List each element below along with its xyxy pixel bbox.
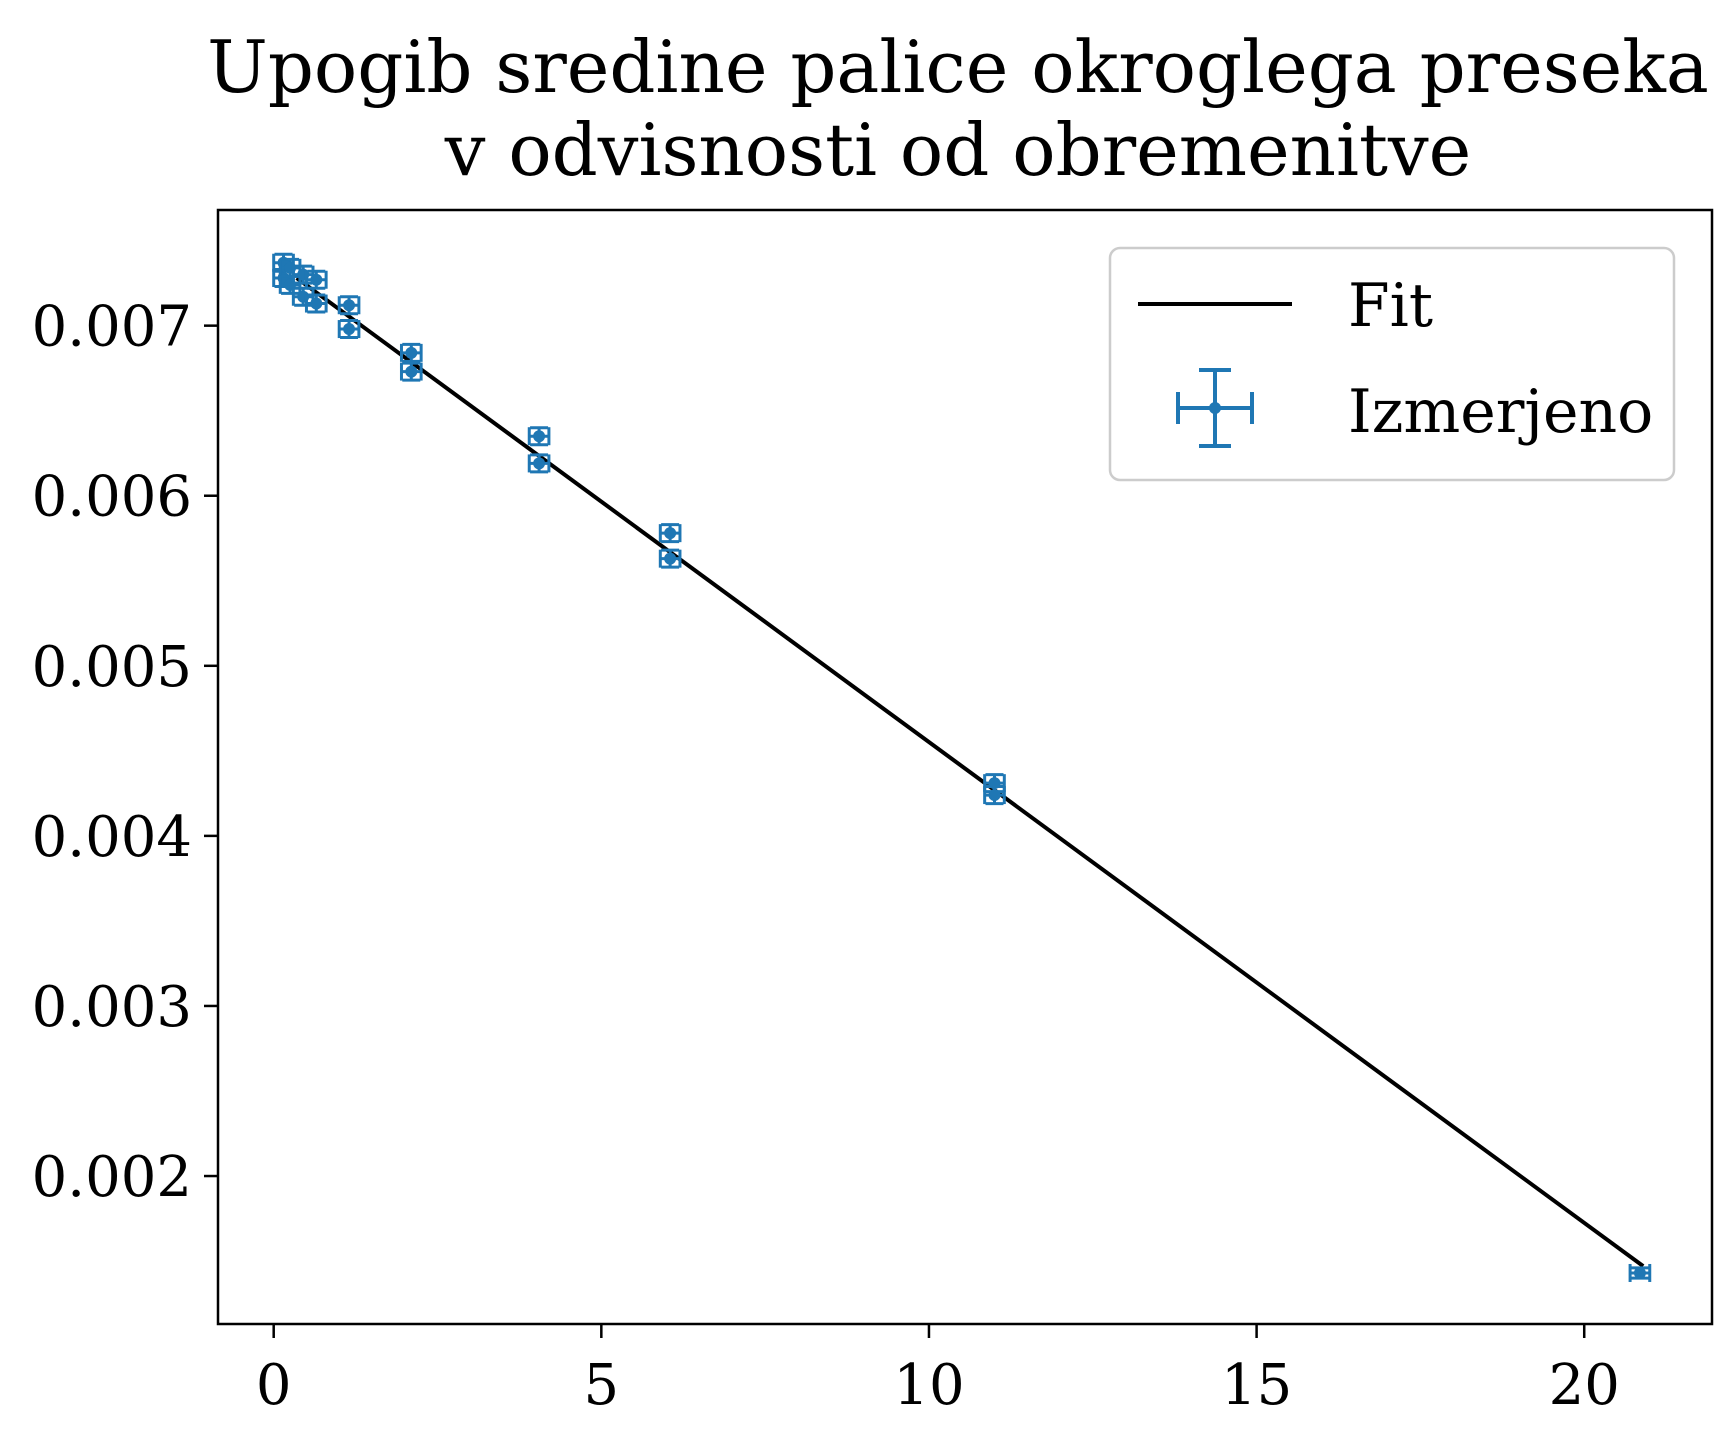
data-point <box>658 523 682 544</box>
marker <box>533 457 546 470</box>
marker <box>405 365 418 378</box>
legend-fit-label: Fit <box>1348 271 1433 341</box>
marker <box>533 430 546 443</box>
plot-frame <box>216 208 1714 1326</box>
y-tick-label: 0.007 <box>32 295 192 360</box>
marker <box>310 273 323 286</box>
data-point <box>527 426 551 447</box>
data-point <box>983 785 1006 806</box>
x-tick-label: 5 <box>584 1353 620 1418</box>
marker <box>664 552 677 565</box>
legend-measured-swatch <box>1176 368 1254 448</box>
x-tick-label: 0 <box>256 1353 292 1418</box>
y-tick-label: 0.003 <box>32 975 192 1040</box>
y-tick-label: 0.004 <box>32 805 192 870</box>
fit-line <box>295 276 1645 1268</box>
y-tick-label: 0.006 <box>32 465 192 530</box>
legend-measured-label: Izmerjeno <box>1348 377 1653 447</box>
x-axis: 0 5 10 15 20 <box>256 1324 1620 1418</box>
data-point <box>527 453 551 474</box>
data-point <box>399 361 423 382</box>
marker <box>310 297 323 310</box>
data-point <box>1628 1263 1652 1282</box>
marker <box>1633 1266 1646 1279</box>
marker <box>988 789 1001 802</box>
chart-title-line-1: Upogib sredine palice okroglega preseka <box>207 25 1709 109</box>
marker <box>405 346 418 359</box>
legend: Fit Izmerjeno <box>1108 246 1676 482</box>
y-axis: 0.002 0.003 0.004 0.005 0.006 0.007 <box>32 295 218 1210</box>
x-tick-label: 15 <box>1221 1353 1292 1418</box>
marker <box>343 323 356 336</box>
data-point <box>337 295 361 316</box>
marker <box>664 527 677 540</box>
data-point <box>658 548 682 569</box>
data-point <box>304 269 328 290</box>
x-tick-label: 10 <box>893 1353 964 1418</box>
data-point <box>337 319 361 340</box>
chart-title-line-2: v odvisnosti od obremenitve <box>444 108 1471 192</box>
plot-content <box>272 252 1652 1282</box>
chart-title: Upogib sredine palice okroglega preseka … <box>207 25 1709 192</box>
data-point <box>304 293 328 314</box>
y-tick-label: 0.005 <box>32 635 192 700</box>
x-tick-label: 20 <box>1549 1353 1620 1418</box>
y-tick-label: 0.002 <box>32 1145 192 1210</box>
marker <box>343 299 356 312</box>
data-point <box>399 342 423 363</box>
